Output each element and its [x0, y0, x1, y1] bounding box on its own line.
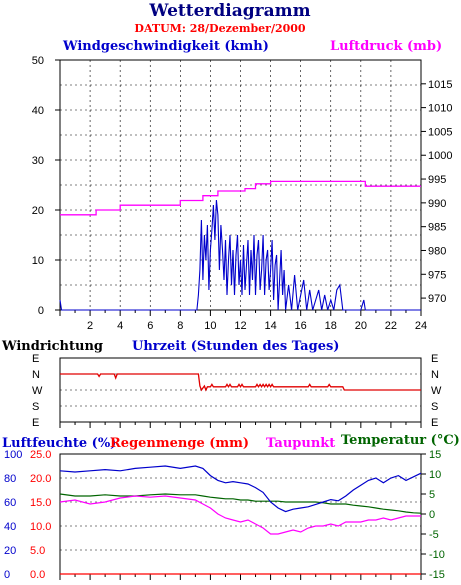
x-tick-label: 8 — [177, 320, 183, 332]
humidity-y-tick-label: 20 — [4, 545, 16, 557]
wind-y-tick-label: 50 — [32, 55, 44, 67]
direction-left-label: E — [32, 353, 39, 365]
wind-y-tick-label: 0 — [38, 305, 44, 317]
pressure-y-tick-label: 975 — [428, 269, 446, 281]
humidity-y-tick-label: 40 — [4, 521, 16, 533]
pressure-y-tick-label: 995 — [428, 174, 446, 186]
wind-direction-line — [60, 373, 421, 392]
temp-y-tick-label: -5 — [429, 529, 439, 541]
x-tick-label: 16 — [295, 320, 307, 332]
pressure-label: Luftdruck (mb) — [330, 39, 442, 54]
direction-left-label: E — [32, 417, 39, 429]
rain-y-tick-label: 25.0 — [30, 449, 51, 461]
rain-y-tick-label: 10.0 — [30, 521, 51, 533]
dewpoint-line — [59, 495, 421, 535]
wind-direction-label: Windrichtung — [1, 339, 103, 354]
temp-y-tick-label: 15 — [429, 449, 441, 461]
wind-y-tick-label: 40 — [32, 105, 44, 117]
x-tick-label: 6 — [147, 320, 153, 332]
humidity-y-tick-label: 80 — [4, 473, 16, 485]
temperature-line — [59, 493, 422, 514]
x-tick-label: 22 — [385, 320, 397, 332]
humidity-line — [59, 465, 422, 513]
x-tick-label: 24 — [415, 320, 427, 332]
rain-label: Regenmenge (mm) — [110, 436, 249, 451]
pressure-y-tick-label: 985 — [428, 222, 446, 234]
wind-speed-label: Windgeschwindigkeit (kmh) — [62, 39, 269, 54]
wind-y-tick-label: 20 — [32, 205, 44, 217]
wind-y-tick-label: 10 — [32, 255, 44, 267]
pressure-y-tick-label: 990 — [428, 198, 446, 210]
x-tick-label: 12 — [234, 320, 246, 332]
x-tick-label: 18 — [325, 320, 337, 332]
direction-left-label: S — [32, 401, 39, 413]
temp-y-tick-label: 10 — [429, 469, 441, 481]
chart-subtitle: DATUM: 28/Dezember/2000 — [134, 22, 306, 35]
x-tick-label: 20 — [355, 320, 367, 332]
temp-y-tick-label: -10 — [429, 549, 445, 561]
humidity-y-tick-label: 60 — [4, 497, 16, 509]
temp-y-tick-label: 0 — [429, 509, 435, 521]
rain-y-tick-label: 0.0 — [30, 569, 45, 581]
direction-right-label: W — [431, 385, 442, 397]
rain-y-tick-label: 20.0 — [30, 473, 51, 485]
pressure-y-tick-label: 1010 — [428, 103, 452, 115]
temp-y-tick-label: 5 — [429, 489, 435, 501]
wind-speed-line — [59, 199, 421, 311]
dewpoint-label: Taupunkt — [266, 436, 335, 451]
x-tick-label: 14 — [264, 320, 276, 332]
humidity-label: Luftfeuchte (%) — [2, 436, 116, 451]
direction-right-label: S — [431, 401, 438, 413]
x-tick-label: 2 — [87, 320, 93, 332]
direction-right-label: N — [431, 369, 439, 381]
rain-y-tick-label: 15.0 — [30, 497, 51, 509]
temp-y-tick-label: -15 — [429, 569, 445, 581]
direction-left-label: W — [32, 385, 43, 397]
direction-left-label: N — [32, 369, 40, 381]
pressure-y-tick-label: 1000 — [428, 150, 452, 162]
pressure-y-tick-label: 970 — [428, 293, 446, 305]
rain-y-tick-label: 5.0 — [30, 545, 45, 557]
pressure-y-tick-label: 980 — [428, 245, 446, 257]
chart-title: Wetterdiagramm — [148, 1, 310, 21]
direction-right-label: E — [431, 353, 438, 365]
climate-panel-frame — [59, 453, 422, 575]
x-axis-label: Uhrzeit (Stunden des Tages) — [132, 339, 339, 354]
pressure-line — [60, 180, 421, 216]
temperature-label: Temperatur (°C) — [341, 433, 460, 448]
pressure-y-tick-label: 1015 — [428, 79, 452, 91]
x-tick-label: 4 — [117, 320, 123, 332]
wind-y-tick-label: 30 — [32, 155, 44, 167]
x-tick-label: 10 — [204, 320, 216, 332]
direction-right-label: E — [431, 417, 438, 429]
pressure-y-tick-label: 1005 — [428, 126, 452, 138]
humidity-y-tick-label: 100 — [4, 449, 22, 461]
humidity-y-tick-label: 0 — [4, 569, 10, 581]
